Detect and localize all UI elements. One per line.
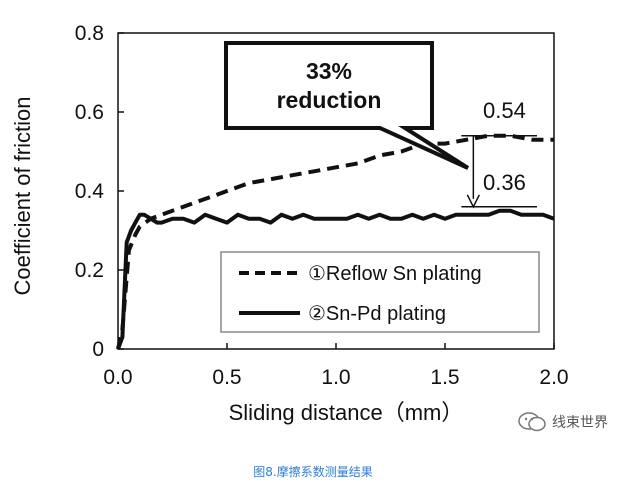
callout-percent: 33% bbox=[306, 58, 352, 84]
x-tick-label: 1.0 bbox=[321, 366, 350, 389]
legend: ①Reflow Sn plating ②Sn-Pd plating bbox=[220, 251, 540, 333]
watermark: 线束世界 bbox=[518, 412, 608, 432]
x-tick-label: 1.5 bbox=[430, 366, 459, 389]
annotation-value-low: 0.36 bbox=[483, 170, 526, 195]
y-axis-title: Coefficient of friction bbox=[10, 97, 35, 296]
wechat-icon bbox=[518, 412, 546, 432]
figure-caption: 图8.摩擦系数测量结果 bbox=[253, 465, 373, 479]
y-tick-label: 0 bbox=[92, 338, 104, 361]
series-line-sn-pd bbox=[116, 208, 555, 350]
series-line-reflow-sn bbox=[116, 133, 554, 350]
y-tick-label: 0.2 bbox=[75, 259, 104, 282]
callout-box bbox=[224, 41, 470, 170]
x-axis-title: Sliding distance（mm） bbox=[229, 400, 464, 425]
legend-label-sn-pd: ②Sn-Pd plating bbox=[308, 303, 446, 325]
legend-label-reflow-sn: ①Reflow Sn plating bbox=[308, 263, 482, 285]
x-tick-label: 0.0 bbox=[103, 366, 132, 389]
x-tick-label: 0.5 bbox=[212, 366, 241, 389]
annotation-value-high: 0.54 bbox=[483, 98, 526, 123]
y-tick-label: 0.4 bbox=[75, 180, 105, 203]
watermark-text: 线束世界 bbox=[552, 415, 608, 431]
y-tick-label: 0.6 bbox=[75, 101, 104, 124]
legend-box bbox=[220, 251, 540, 333]
callout: 33% reduction bbox=[224, 41, 470, 170]
y-tick-label: 0.8 bbox=[75, 22, 104, 45]
plot-frame bbox=[117, 32, 555, 350]
callout-reduction: reduction bbox=[277, 87, 382, 113]
x-tick-label: 2.0 bbox=[539, 366, 568, 389]
annotation-arrow-head bbox=[466, 194, 481, 209]
